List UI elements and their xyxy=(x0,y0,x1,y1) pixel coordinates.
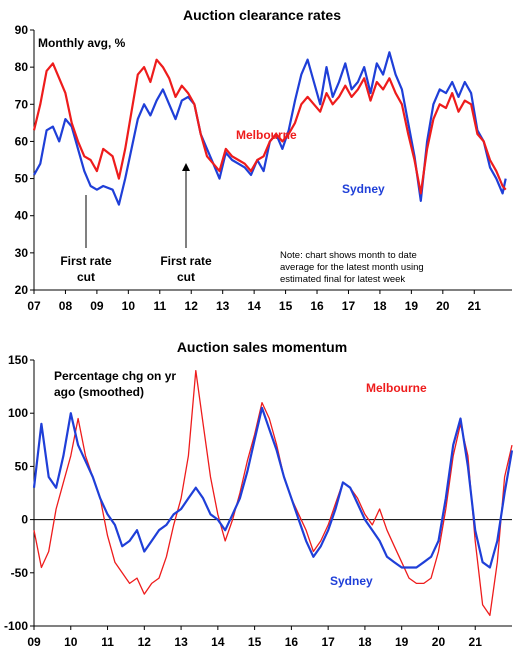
c2-x-tick-label: 16 xyxy=(285,635,299,649)
c2-x-tick-label: 17 xyxy=(321,635,335,649)
c1-y-tick-label: 40 xyxy=(15,209,29,223)
c2-x-tick-label: 15 xyxy=(248,635,262,649)
c1-x-tick-label: 16 xyxy=(310,299,324,313)
chart2-axes: -100 -50 0 50 100 150 09 10 11 12 13 14 15 16 17 18 19 20… xyxy=(4,353,512,649)
c2-x-tick-label: 18 xyxy=(358,635,372,649)
c2-x-tick-label: 13 xyxy=(174,635,188,649)
chart1-ylabel: Monthly avg, % xyxy=(38,36,126,50)
c2-x-tick-label: 20 xyxy=(432,635,446,649)
c1-x-tick-label: 08 xyxy=(59,299,73,313)
c1-y-tick-label: 30 xyxy=(15,246,29,260)
first-rate-cut-label-2-line2: cut xyxy=(177,270,195,284)
c1-x-tick-label: 20 xyxy=(436,299,450,313)
chart1-note-line3: estimated final for latest week xyxy=(280,274,405,285)
chart1-series xyxy=(32,51,507,206)
c2-y-tick-label: -50 xyxy=(11,566,29,580)
c2-x-tick-label: 10 xyxy=(64,635,78,649)
c2-y-tick-label: 0 xyxy=(21,513,28,527)
c2-y-tick-label: 50 xyxy=(15,459,29,473)
chart2-legend-sydney: Sydney xyxy=(330,574,373,588)
c1-y-tick-label: 50 xyxy=(15,172,29,186)
c1-x-tick-label: 15 xyxy=(279,299,293,313)
chart1-legend-melbourne: Melbourne xyxy=(236,128,297,142)
c1-x-tick-label: 19 xyxy=(405,299,419,313)
first-rate-cut-label-1-line2: cut xyxy=(77,270,95,284)
chart1-note-line2: average for the latest month using xyxy=(280,262,424,273)
c2-x-tick-label: 21 xyxy=(469,635,483,649)
c1-y-tick-label: 80 xyxy=(15,60,29,74)
c1-y-tick-label: 90 xyxy=(15,23,29,37)
chart2-title: Auction sales momentum xyxy=(177,339,347,355)
c1-x-tick-label: 11 xyxy=(153,299,166,313)
c1-x-tick-label: 14 xyxy=(247,299,261,313)
c2-series-melbourne xyxy=(33,369,513,617)
chart1-note-line1: Note: chart shows month to date xyxy=(280,250,417,261)
arrow-up-icon xyxy=(182,163,190,171)
chart1-legend-sydney: Sydney xyxy=(342,182,385,196)
c1-x-tick-label: 13 xyxy=(216,299,230,313)
chart2-ylabel-line2: ago (smoothed) xyxy=(54,385,144,399)
c1-x-tick-label: 18 xyxy=(373,299,387,313)
c1-x-tick-label: 21 xyxy=(468,299,482,313)
c1-series-melbourne xyxy=(32,58,507,195)
c1-x-tick-label: 17 xyxy=(342,299,356,313)
first-rate-cut-label-1-line1: First rate xyxy=(60,254,112,268)
c1-x-tick-label: 10 xyxy=(122,299,136,313)
c1-y-tick-label: 70 xyxy=(15,97,29,111)
chart2-series xyxy=(32,369,514,617)
chart1-axes: 20 30 40 50 60 70 80 90 07 08 09 10 11 12 13 14 15 16 17 18… xyxy=(15,23,512,313)
c1-y-tick-label: 20 xyxy=(15,283,29,297)
c1-y-tick-label: 60 xyxy=(15,134,29,148)
c2-y-tick-label: 150 xyxy=(8,353,28,367)
chart1-title: Auction clearance rates xyxy=(183,7,341,23)
c2-y-tick-label: -100 xyxy=(4,619,28,633)
c2-x-tick-label: 12 xyxy=(138,635,152,649)
chart2-ylabel-line1: Percentage chg on yr xyxy=(54,369,176,383)
chart2-legend-melbourne: Melbourne xyxy=(366,381,427,395)
c2-series-sydney xyxy=(32,406,514,569)
c2-y-tick-label: 100 xyxy=(8,406,28,420)
c2-x-tick-label: 14 xyxy=(211,635,225,649)
c1-x-tick-label: 07 xyxy=(27,299,41,313)
c2-x-tick-label: 19 xyxy=(395,635,409,649)
c2-x-tick-label: 09 xyxy=(27,635,41,649)
c1-x-tick-label: 09 xyxy=(90,299,104,313)
c1-x-tick-label: 12 xyxy=(185,299,199,313)
c2-x-tick-label: 11 xyxy=(101,635,114,649)
first-rate-cut-label-2-line1: First rate xyxy=(160,254,212,268)
